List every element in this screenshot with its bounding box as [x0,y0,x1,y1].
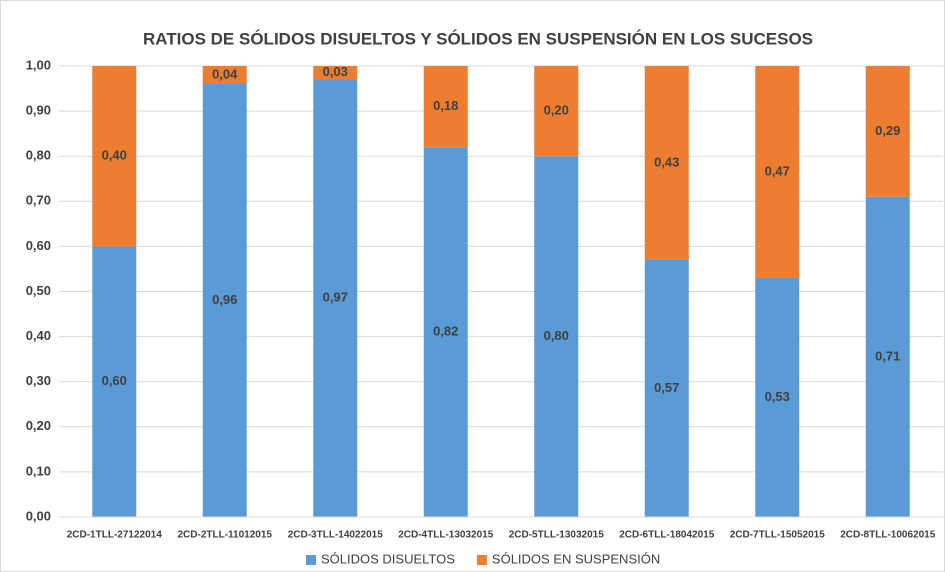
x-tick-label: 2CD-8TLL-10062015 [840,530,935,541]
data-label: 0,47 [765,163,790,178]
bar-segment [534,66,579,157]
x-tick-label: 2CD-2TLL-11012015 [178,530,273,541]
data-label: 0,80 [544,328,569,343]
data-label: 0,40 [102,148,127,163]
legend-swatch [306,555,316,565]
x-tick-label: 2CD-7TLL-15052015 [730,530,825,541]
bar-segment [313,66,358,80]
data-label: 0,53 [765,389,790,404]
bar-segment [755,277,800,517]
y-tick-label: 0,90 [26,103,51,118]
legend-swatch [476,555,487,565]
bar-segment [313,79,358,517]
y-tick-label: 0,60 [26,238,51,253]
bar-segment [92,66,137,247]
legend-label: SÓLIDOS EN SUSPENSIÓN [492,551,660,566]
data-label: 0,60 [102,373,127,388]
bar-segment [755,66,800,278]
bar-segment [865,196,910,518]
y-tick-label: 0,50 [26,283,51,298]
data-label: 0,57 [654,380,679,395]
y-tick-label: 0,20 [26,418,51,433]
x-tick-label: 2CD-3TLL-14022015 [288,530,383,541]
x-tick-label: 2CD-1TLL-27122014 [67,530,162,541]
bar-segment [644,259,689,517]
data-label: 0,03 [323,64,348,79]
data-label: 0,29 [875,123,900,138]
data-label: 0,96 [212,292,237,307]
data-label: 0,71 [875,348,900,363]
data-label: 0,43 [654,154,679,169]
y-tick-label: 0,80 [26,148,51,163]
bar-segment [202,84,247,517]
bar-segment [202,66,247,85]
data-label: 0,20 [544,103,569,118]
bar-segment [865,66,910,197]
legend-label: SÓLIDOS DISUELTOS [321,551,455,566]
bar-segment [423,147,468,517]
y-tick-label: 0,40 [26,328,51,343]
x-tick-label: 2CD-5TLL-13032015 [509,530,604,541]
bar-segment [644,66,689,260]
y-tick-label: 0,10 [26,463,51,478]
y-tick-label: 0,30 [26,373,51,388]
x-tick-label: 2CD-6TLL-18042015 [619,530,714,541]
y-tick-label: 0,00 [26,508,51,523]
bar-segment [423,66,468,148]
data-label: 0,97 [323,290,348,305]
x-tick-label: 2CD-4TLL-13032015 [398,530,493,541]
data-label: 0,04 [212,66,238,81]
bar-segment [534,156,579,517]
data-label: 0,82 [433,324,458,339]
bar-segment [92,246,137,517]
chart-title: RATIOS DE SÓLIDOS DISUELTOS Y SÓLIDOS EN… [143,29,813,48]
data-label: 0,18 [433,98,458,113]
y-tick-label: 1,00 [26,57,51,72]
y-tick-label: 0,70 [26,193,51,208]
